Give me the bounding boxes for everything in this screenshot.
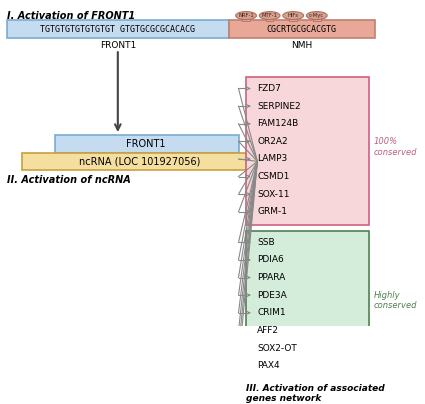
Text: GRM-1: GRM-1 <box>258 207 287 216</box>
Text: III. Activation of associated
genes network: III. Activation of associated genes netw… <box>246 384 385 404</box>
Text: SSB: SSB <box>258 238 275 247</box>
FancyBboxPatch shape <box>289 18 297 21</box>
Text: PDE3A: PDE3A <box>258 290 287 300</box>
Text: OR2A2: OR2A2 <box>258 137 288 146</box>
FancyBboxPatch shape <box>246 231 368 379</box>
Text: HIFs: HIFs <box>288 13 299 18</box>
Text: 100%
conserved: 100% conserved <box>373 137 417 157</box>
FancyBboxPatch shape <box>229 20 375 38</box>
Text: II. Activation of ncRNA: II. Activation of ncRNA <box>8 175 131 185</box>
Text: Highly
conserved: Highly conserved <box>373 291 417 310</box>
Text: FRONT1: FRONT1 <box>126 139 166 149</box>
Text: MTF-1: MTF-1 <box>262 13 278 18</box>
FancyBboxPatch shape <box>246 77 368 225</box>
Text: NMH: NMH <box>291 41 312 50</box>
Ellipse shape <box>306 12 327 20</box>
Text: I. Activation of FRONT1: I. Activation of FRONT1 <box>8 11 136 21</box>
Text: LAMP3: LAMP3 <box>258 154 288 164</box>
FancyBboxPatch shape <box>8 20 229 38</box>
Text: PDIA6: PDIA6 <box>258 255 284 264</box>
Text: NRF-1: NRF-1 <box>238 13 254 18</box>
Text: SOX-11: SOX-11 <box>258 190 290 199</box>
Text: CSMD1: CSMD1 <box>258 172 290 181</box>
Text: CRIM1: CRIM1 <box>258 308 286 317</box>
Text: c-Myc: c-Myc <box>309 13 324 18</box>
FancyBboxPatch shape <box>22 153 258 170</box>
Text: FRONT1: FRONT1 <box>100 41 136 50</box>
Text: PAX4: PAX4 <box>258 361 280 370</box>
Text: ncRNA (LOC 101927056): ncRNA (LOC 101927056) <box>79 156 200 166</box>
Text: PPARA: PPARA <box>258 273 286 282</box>
FancyBboxPatch shape <box>242 18 250 21</box>
Text: FAM124B: FAM124B <box>258 119 299 128</box>
Ellipse shape <box>283 12 303 20</box>
FancyBboxPatch shape <box>266 18 273 21</box>
Text: SOX2-OT: SOX2-OT <box>258 343 297 353</box>
Text: SERPINE2: SERPINE2 <box>258 102 301 111</box>
Ellipse shape <box>236 12 256 20</box>
Ellipse shape <box>259 12 280 20</box>
FancyBboxPatch shape <box>313 18 320 21</box>
Text: FZD7: FZD7 <box>258 84 281 93</box>
Text: CGCRTGCGCACGTG: CGCRTGCGCACGTG <box>266 25 337 34</box>
FancyBboxPatch shape <box>55 135 238 153</box>
Text: AFF2: AFF2 <box>258 326 279 335</box>
Text: TGTGTGTGTGTGTGT GTGTGCGCGCACACG: TGTGTGTGTGTGTGT GTGTGCGCGCACACG <box>40 25 196 34</box>
